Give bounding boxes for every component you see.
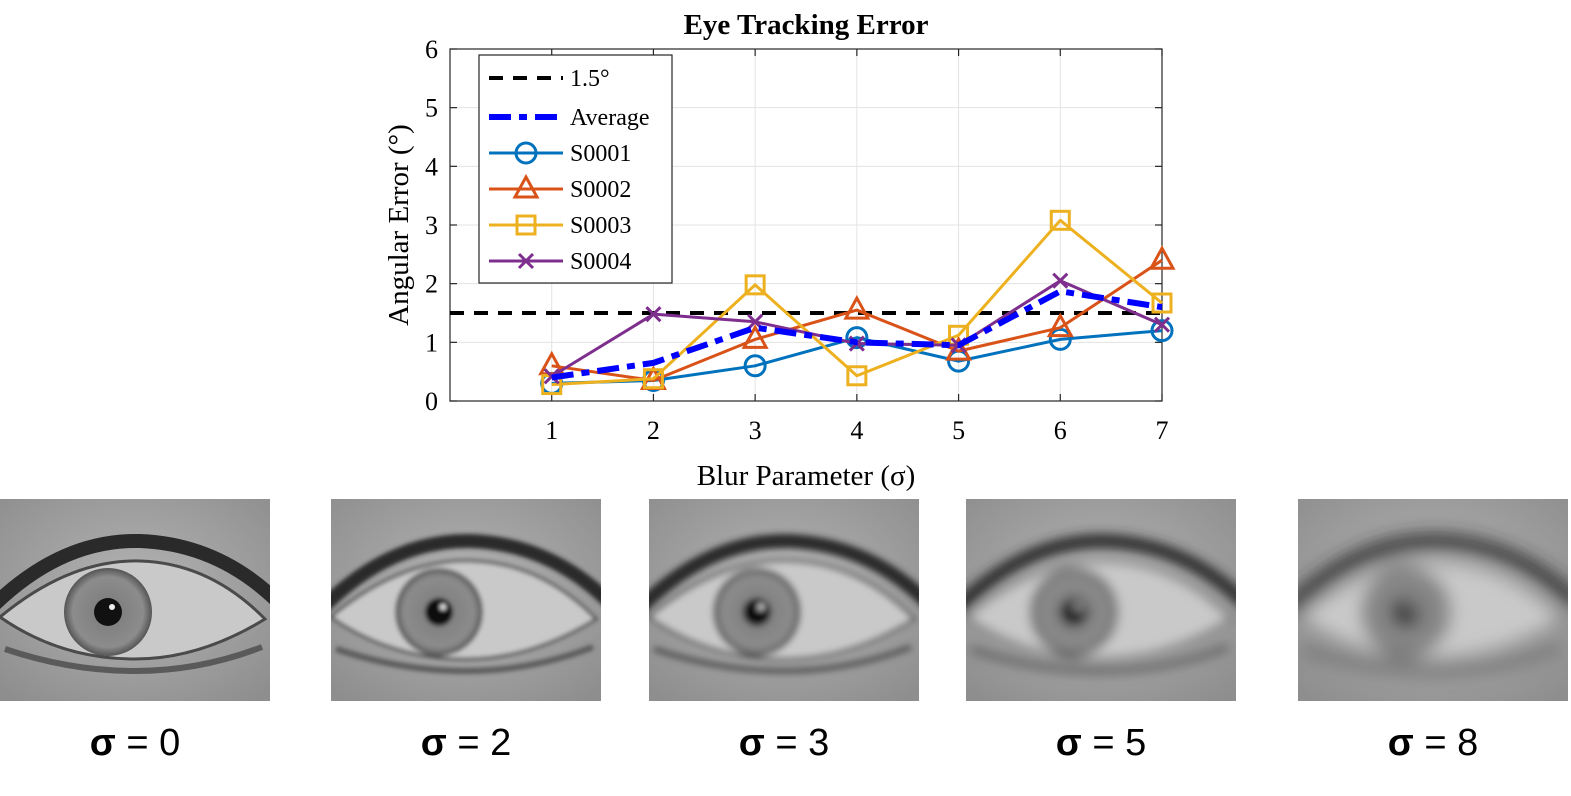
chart-title: Eye Tracking Error (684, 9, 929, 41)
x-tick-label: 5 (952, 416, 965, 445)
y-tick-label: 4 (425, 152, 438, 181)
legend-marker (514, 141, 538, 165)
legend-entry: Average (489, 105, 650, 131)
legend-entry: S0002 (489, 173, 631, 203)
data-point (645, 306, 662, 323)
legend-entry: 1.5° (489, 66, 610, 92)
sigma-label-0: σ = 0 (89, 722, 181, 764)
legend-entry: S0003 (489, 213, 631, 239)
eye-image-sigma-5 (966, 499, 1236, 701)
x-tick-label: 1 (545, 416, 558, 445)
x-tick-label: 4 (850, 416, 863, 445)
sigma-label-2: σ = 2 (420, 722, 512, 764)
legend-label: S0004 (570, 249, 631, 275)
legend-entry: S0004 (489, 249, 631, 275)
y-axis-label: Angular Error (°) (383, 124, 415, 326)
legend-label: S0002 (570, 177, 631, 203)
eye-photo (331, 499, 601, 701)
sigma-label-5: σ = 5 (1055, 722, 1147, 764)
series-layer (450, 209, 1176, 396)
series-average (551, 288, 1163, 381)
sigma-label-8: σ = 8 (1387, 722, 1479, 764)
data-point (538, 350, 566, 376)
legend-label: S0001 (570, 141, 631, 167)
y-tick-label: 2 (425, 270, 438, 299)
data-point (741, 324, 769, 349)
eye-image-sigma-3 (649, 499, 919, 701)
data-point (1046, 312, 1074, 338)
legend-entry: S0001 (489, 141, 631, 167)
data-point (843, 294, 871, 320)
data-point (744, 274, 766, 296)
series-line (551, 258, 1163, 382)
data-point (1150, 319, 1174, 343)
legend-marker (512, 173, 540, 199)
series-line (551, 288, 1163, 381)
x-tick-label: 6 (1054, 416, 1067, 445)
eye-photo (649, 499, 919, 701)
x-tick-label: 2 (647, 416, 660, 445)
legend-box (478, 54, 673, 284)
data-point (1148, 245, 1176, 270)
data-point (1052, 272, 1069, 289)
legend-marker (515, 214, 537, 236)
legend-label: Average (570, 105, 650, 131)
data-point (642, 368, 664, 390)
y-tick-label: 0 (425, 387, 438, 416)
sigma-label-3: σ = 3 (738, 722, 830, 764)
data-point (846, 365, 868, 387)
axis-ticks: 0 1 2 3 4 5 6 1 2 3 4 5 6 7 (425, 35, 1169, 445)
eye-image-sigma-2 (331, 499, 601, 701)
x-tick-label: 3 (749, 416, 762, 445)
data-point (1048, 327, 1072, 351)
series-s0003 (541, 209, 1173, 396)
legend-label: S0003 (570, 213, 631, 239)
legend-marker (517, 252, 535, 270)
data-point (743, 354, 767, 378)
x-axis-label: Blur Parameter (σ) (697, 460, 916, 492)
eye-photo (0, 499, 270, 701)
eye-tracking-error-chart: Eye Tracking Error 0 1 2 3 4 5 6 1 2 3 4 5 6 7 Blur P… (383, 9, 1176, 492)
data-point (1049, 209, 1071, 231)
legend: 1.5° Average S0001 S0002 S0003 S0004 (478, 54, 673, 284)
data-point (1151, 292, 1173, 314)
x-tick-label: 7 (1156, 416, 1169, 445)
data-point (1153, 316, 1171, 333)
legend-label: 1.5° (570, 66, 610, 92)
eye-image-sigma-8 (1298, 499, 1568, 701)
series-line (551, 218, 1163, 387)
eye-photo (966, 499, 1236, 701)
y-tick-label: 5 (425, 94, 438, 123)
eye-photo (1298, 499, 1568, 701)
y-tick-label: 6 (425, 35, 438, 64)
eye-image-sigma-0 (0, 499, 270, 701)
y-tick-label: 1 (425, 328, 438, 357)
data-point (845, 326, 869, 350)
y-tick-label: 3 (425, 211, 438, 240)
